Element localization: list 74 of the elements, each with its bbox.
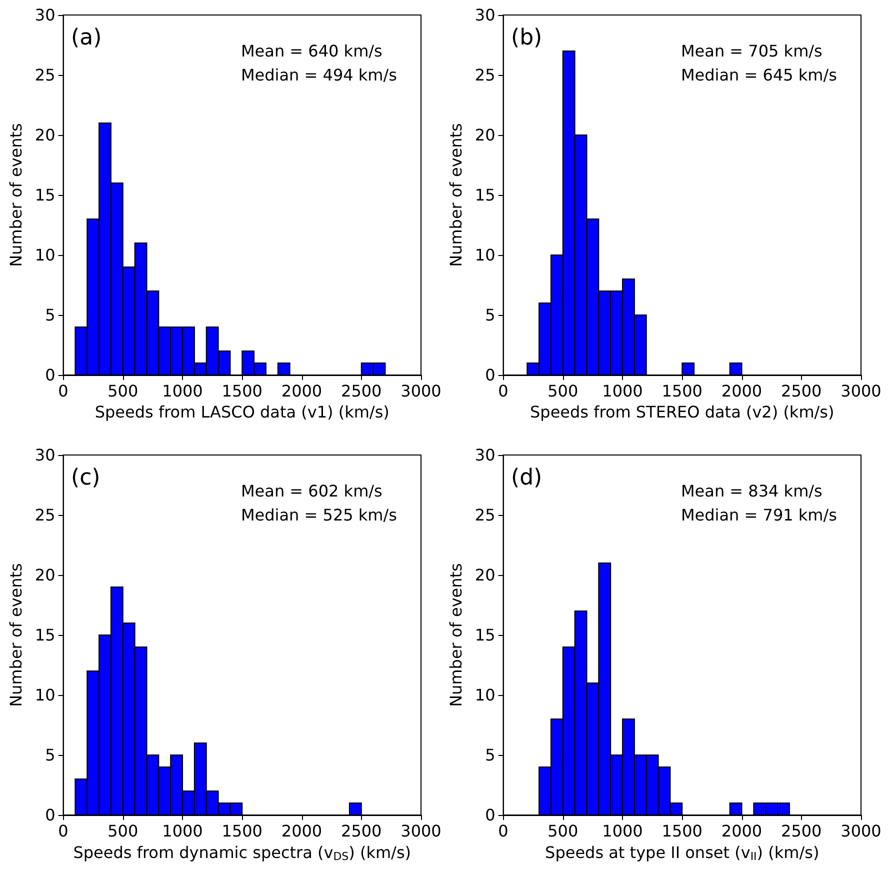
y-tick-label: 30 xyxy=(34,6,56,24)
x-tick-label: 1500 xyxy=(662,822,702,840)
y-tick-label: 5 xyxy=(485,746,496,764)
annotation: Mean = 705 km/s xyxy=(681,42,822,60)
x-tick-label: 0 xyxy=(58,822,68,840)
y-tick-label: 25 xyxy=(474,506,496,524)
y-tick-label: 25 xyxy=(34,506,56,524)
y-axis-title: Number of events xyxy=(6,563,26,707)
y-tick-label: 15 xyxy=(34,626,56,644)
x-tick-label: 2000 xyxy=(721,822,762,840)
x-tick-label: 1500 xyxy=(222,382,262,400)
y-tick-label: 10 xyxy=(474,686,496,704)
y-tick-label: 5 xyxy=(485,306,496,324)
y-axis-title: Number of events xyxy=(6,123,26,267)
x-tick-label: 3000 xyxy=(840,382,882,400)
y-tick-label: 0 xyxy=(485,366,496,384)
x-tick-label: 1000 xyxy=(602,382,643,400)
y-tick-label: 30 xyxy=(474,6,496,24)
annotation: Mean = 602 km/s xyxy=(241,482,382,500)
y-tick-label: 0 xyxy=(485,806,496,824)
x-tick-label: 500 xyxy=(548,382,578,400)
y-tick-label: 20 xyxy=(474,566,496,584)
y-axis-title: Number of events xyxy=(446,123,466,267)
y-tick-label: 15 xyxy=(34,186,56,204)
x-axis-title: Speeds from STEREO data (v2) (km/s) xyxy=(530,402,834,422)
annotation: Mean = 834 km/s xyxy=(681,482,822,500)
annotation: Median = 645 km/s xyxy=(681,66,837,84)
y-tick-label: 30 xyxy=(474,446,496,464)
text: (a) xyxy=(71,26,102,50)
x-tick-label: 1000 xyxy=(162,822,203,840)
text: (c) xyxy=(71,466,100,490)
x-tick-label: 500 xyxy=(108,822,138,840)
y-tick-label: 25 xyxy=(34,66,56,84)
y-tick-label: 10 xyxy=(474,246,496,264)
x-tick-label: 1500 xyxy=(222,822,262,840)
y-tick-label: 10 xyxy=(34,246,56,264)
y-tick-label: 5 xyxy=(45,306,56,324)
x-tick-label: 2500 xyxy=(341,382,382,400)
y-tick-label: 15 xyxy=(474,626,496,644)
x-tick-label: 1500 xyxy=(662,382,702,400)
annotation: Mean = 640 km/s xyxy=(241,42,382,60)
annotation: Median = 494 km/s xyxy=(241,66,397,84)
x-tick-label: 3000 xyxy=(400,382,442,400)
x-tick-label: 3000 xyxy=(400,822,442,840)
x-tick-label: 2000 xyxy=(721,382,762,400)
y-tick-label: 20 xyxy=(34,126,56,144)
x-tick-label: 2500 xyxy=(781,382,822,400)
text: (d) xyxy=(511,466,542,490)
x-tick-label: 500 xyxy=(108,382,138,400)
annotation: Median = 525 km/s xyxy=(241,506,397,524)
y-tick-label: 20 xyxy=(34,566,56,584)
x-tick-label: 1000 xyxy=(162,382,203,400)
x-tick-label: 500 xyxy=(548,822,578,840)
y-tick-label: 0 xyxy=(45,366,56,384)
y-tick-label: 0 xyxy=(45,806,56,824)
y-tick-label: 5 xyxy=(45,746,56,764)
x-tick-label: 3000 xyxy=(840,822,882,840)
x-tick-label: 1000 xyxy=(602,822,643,840)
y-tick-label: 20 xyxy=(474,126,496,144)
x-tick-label: 2500 xyxy=(781,822,822,840)
x-tick-label: 0 xyxy=(498,382,508,400)
y-tick-label: 25 xyxy=(474,66,496,84)
annotation: Median = 791 km/s xyxy=(681,506,837,524)
x-tick-label: 2500 xyxy=(341,822,382,840)
x-axis-title: Speeds from LASCO data (v1) (km/s) xyxy=(94,402,390,422)
text: (b) xyxy=(511,26,542,50)
x-tick-label: 0 xyxy=(498,822,508,840)
y-axis-title: Number of events xyxy=(446,563,466,707)
x-tick-label: 2000 xyxy=(281,382,322,400)
y-tick-label: 30 xyxy=(34,446,56,464)
y-tick-label: 15 xyxy=(474,186,496,204)
y-tick-label: 10 xyxy=(34,686,56,704)
x-tick-label: 0 xyxy=(58,382,68,400)
x-tick-label: 2000 xyxy=(281,822,322,840)
